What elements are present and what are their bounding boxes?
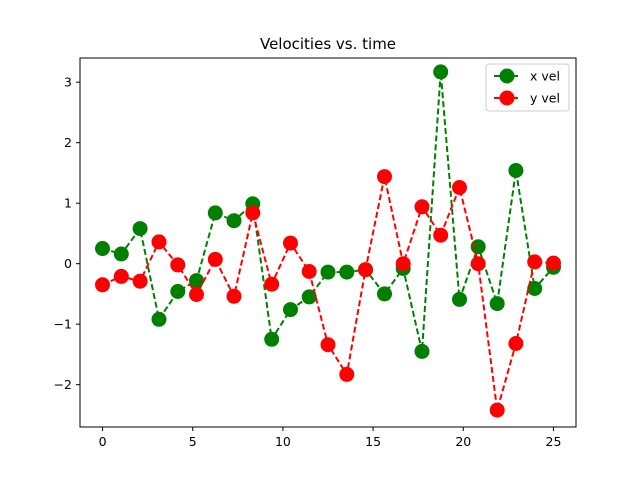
data-point-y-vel-14 [358,262,373,278]
data-point-y-vel-20 [470,256,486,272]
data-point-x-vel-5 [189,273,204,289]
data-point-y-vel-0 [95,277,110,293]
data-point-x-vel-1 [113,246,129,262]
data-point-x-vel-3 [151,311,167,327]
data-point-y-vel-2 [132,273,148,289]
chart-title: Velocities vs. time [260,35,396,53]
data-point-y-vel-17 [414,199,430,215]
y-tick-label: 1 [64,196,72,211]
axes-frame [79,57,577,428]
data-point-x-vel-15 [377,286,392,302]
y-tick-label: −2 [54,377,72,392]
data-point-x-vel-0 [95,241,110,256]
data-point-y-vel-13 [339,366,355,382]
data-point-x-vel-10 [283,302,298,318]
data-point-y-vel-5 [189,287,204,302]
x-axis: 0 5 10 15 20 25 [99,427,562,449]
data-point-x-vel-19 [452,291,467,307]
data-point-x-vel-18 [433,64,449,80]
data-point-x-vel-17 [414,343,430,359]
data-point-y-vel-10 [283,235,298,251]
data-point-y-vel-4 [170,257,186,273]
data-point-x-vel-13 [339,264,355,280]
x-tick-label: 0 [99,434,107,449]
data-point-x-vel-21 [489,296,505,312]
data-point-y-vel-22 [508,336,524,351]
data-point-y-vel-24 [546,255,561,271]
data-point-y-vel-8 [245,205,261,221]
legend-label-x-vel: x vel [530,69,560,84]
y-tick-label: 0 [64,256,72,271]
data-point-y-vel-12 [320,337,336,353]
data-point-x-vel-12 [320,264,336,280]
data-point-y-vel-3 [151,234,167,250]
data-point-x-vel-7 [226,213,242,229]
data-point-y-vel-9 [264,276,280,292]
legend-label-y-vel: y vel [530,91,560,106]
data-point-y-vel-21 [489,402,505,418]
data-point-y-vel-7 [226,288,242,304]
data-point-x-vel-4 [170,284,186,299]
y-tick-label: 2 [64,135,72,150]
legend-marker-x-vel [499,68,515,84]
legend-marker-y-vel [499,90,515,106]
legend: x vel y vel [485,63,570,112]
y-tick-label: 3 [64,75,72,90]
series-layer [95,64,561,418]
y-tick-label: −1 [54,317,72,332]
data-point-y-vel-23 [527,254,543,270]
x-tick-label: 10 [275,434,291,449]
data-point-x-vel-23 [527,281,543,296]
data-point-y-vel-18 [433,227,449,243]
x-tick-label: 5 [189,434,197,449]
data-point-y-vel-19 [452,180,467,195]
data-point-y-vel-6 [207,251,223,267]
data-point-y-vel-1 [113,268,129,284]
data-point-y-vel-15 [377,169,392,185]
data-point-x-vel-20 [470,239,486,255]
x-tick-label: 25 [546,434,562,449]
data-point-y-vel-16 [395,256,411,272]
data-point-x-vel-9 [264,331,280,347]
data-point-x-vel-22 [508,163,524,178]
x-tick-label: 20 [455,434,471,449]
data-point-x-vel-11 [301,289,317,305]
y-axis: −2 −1 0 1 2 3 [54,75,80,392]
data-point-x-vel-6 [207,205,223,221]
data-point-x-vel-2 [132,221,148,237]
data-point-y-vel-11 [301,264,317,279]
x-tick-label: 15 [365,434,381,449]
